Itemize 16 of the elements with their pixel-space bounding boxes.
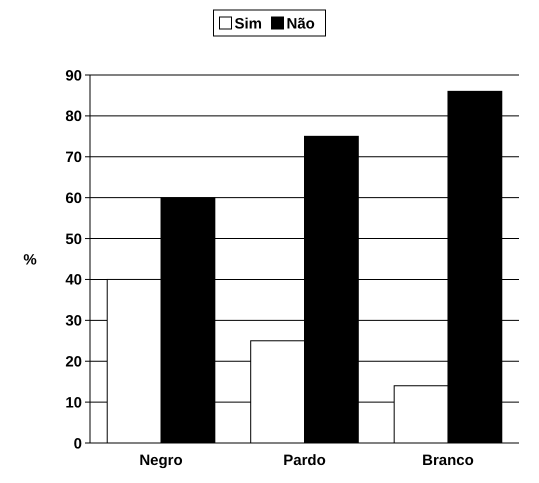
y-tick-label: 0: [74, 435, 82, 452]
legend-label: Sim: [234, 15, 262, 32]
x-tick-label: Negro: [139, 452, 183, 469]
y-tick-label: 20: [65, 353, 82, 370]
y-tick-label: 40: [65, 272, 82, 289]
y-tick-label: 10: [65, 394, 82, 412]
legend-label: Não: [286, 15, 315, 32]
x-tick-label: Pardo: [283, 452, 326, 469]
y-tick-label: 80: [65, 108, 82, 126]
y-tick-label: 50: [65, 230, 82, 248]
y-tick-label: 30: [65, 312, 82, 330]
x-tick-label: Branco: [422, 452, 474, 469]
y-tick-label: 90: [65, 67, 82, 84]
y-tick-label: 70: [65, 149, 82, 166]
y-tick-label: 60: [65, 190, 82, 207]
y-axis-title: %: [23, 251, 37, 268]
